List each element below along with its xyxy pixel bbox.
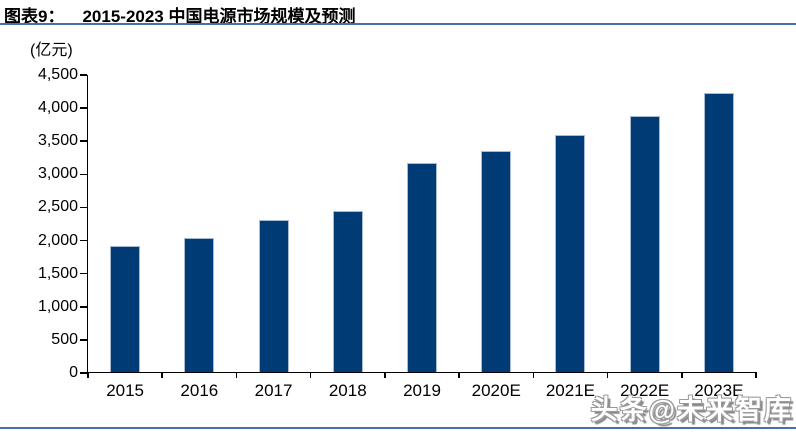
bar-2015 bbox=[110, 246, 141, 372]
x-axis-label-2017: 2017 bbox=[254, 381, 293, 400]
x-axis-label-2021E: 2021E bbox=[545, 381, 596, 400]
y-axis-tick-label: 3,000 bbox=[37, 165, 78, 183]
x-axis-tick-mark bbox=[532, 372, 535, 378]
y-axis-tick-label: 4,500 bbox=[37, 66, 78, 83]
y-axis-tick-label: 2,500 bbox=[37, 198, 78, 216]
y-axis-tick-label: 2,000 bbox=[37, 231, 78, 249]
x-axis-tick-mark bbox=[309, 372, 312, 378]
y-axis-tick-mark bbox=[80, 306, 87, 308]
x-axis-label-2023E: 2023E bbox=[694, 381, 744, 400]
x-axis-tick-mark bbox=[161, 372, 163, 378]
bar-2017 bbox=[258, 220, 289, 372]
bar-chart-plot-area: 0 500 1,000 1,500 2,000 2,500 3,000 3,500 4,000 4… bbox=[38, 66, 757, 400]
y-axis-tick-mark bbox=[80, 239, 87, 242]
figure-number-label: 图表9： bbox=[4, 7, 65, 26]
x-axis-label-2016: 2016 bbox=[180, 381, 219, 400]
y-axis-tick-mark bbox=[80, 173, 87, 176]
x-axis-label-2019: 2019 bbox=[403, 381, 441, 400]
y-axis-tick-label: 1,500 bbox=[37, 264, 78, 282]
title-rule-divider bbox=[0, 23, 796, 25]
y-axis-tick-label: 4,000 bbox=[37, 99, 78, 117]
y-axis-tick-mark bbox=[80, 372, 87, 374]
bar-2022E bbox=[629, 115, 660, 372]
bar-2023E bbox=[703, 93, 734, 372]
figure-bottom-rule bbox=[0, 427, 796, 429]
y-axis-tick-label: 0 bbox=[69, 364, 78, 381]
y-axis-tick-label: 500 bbox=[51, 330, 78, 348]
x-axis-label-2015: 2015 bbox=[106, 381, 145, 400]
x-axis-tick-mark bbox=[458, 372, 460, 378]
x-axis-tick-mark bbox=[606, 372, 609, 378]
watermark-text: 头条@未来智库 bbox=[590, 395, 793, 425]
bar-2021E bbox=[555, 134, 586, 372]
x-axis-tick-mark bbox=[87, 372, 89, 378]
y-axis-tick-mark bbox=[80, 140, 87, 142]
figure-header: 图表9： 2015-2023 中国电源市场规模及预测 bbox=[4, 2, 356, 27]
x-axis-label-2018: 2018 bbox=[328, 381, 367, 400]
y-axis-tick-label: 1,000 bbox=[37, 297, 78, 315]
y-axis-tick-mark bbox=[80, 206, 87, 209]
bar-2020E bbox=[481, 151, 512, 372]
y-axis-tick-label: 3,500 bbox=[37, 132, 78, 150]
bar-2018 bbox=[332, 211, 363, 372]
x-axis-label-2022E: 2022E bbox=[620, 381, 670, 400]
x-axis-tick-mark bbox=[681, 372, 683, 378]
bar-2016 bbox=[184, 238, 215, 372]
y-axis-tick-mark bbox=[80, 74, 87, 76]
y-axis-tick-mark bbox=[80, 339, 87, 341]
figure-title: 2015-2023 中国电源市场规模及预测 bbox=[82, 7, 356, 26]
x-axis-tick-mark bbox=[755, 372, 757, 378]
bar-2019 bbox=[407, 162, 437, 372]
y-axis-tick-mark bbox=[80, 272, 87, 275]
x-axis-tick-mark bbox=[384, 372, 386, 378]
y-axis-tick-mark bbox=[80, 107, 87, 109]
x-axis-tick-mark bbox=[235, 372, 238, 378]
y-axis-unit-label: (亿元) bbox=[30, 42, 73, 59]
x-axis-label-2020E: 2020E bbox=[471, 381, 521, 400]
